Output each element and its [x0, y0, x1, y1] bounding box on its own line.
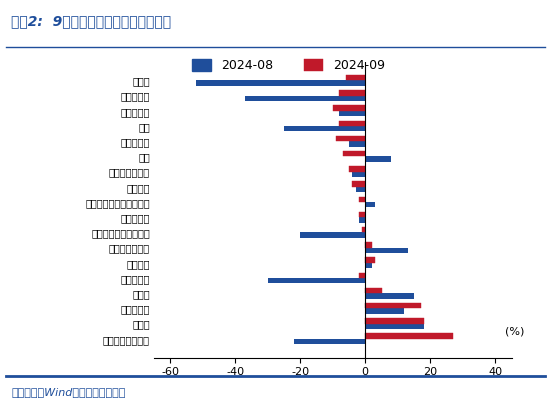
Bar — [355, 187, 365, 192]
Bar — [284, 126, 365, 132]
Bar — [365, 202, 375, 207]
Bar — [365, 247, 408, 253]
Bar — [359, 272, 365, 278]
Bar — [365, 263, 372, 268]
Bar — [365, 157, 391, 162]
Bar — [362, 227, 365, 232]
Bar — [365, 242, 372, 247]
Bar — [339, 121, 365, 126]
Bar — [365, 308, 404, 314]
Bar — [365, 303, 421, 308]
Bar — [365, 288, 382, 293]
Bar — [365, 293, 414, 298]
Bar — [300, 232, 365, 238]
Bar — [339, 111, 365, 116]
Bar — [352, 182, 365, 187]
Bar — [196, 81, 365, 86]
Bar — [352, 172, 365, 177]
Bar — [333, 106, 365, 111]
Bar — [365, 333, 453, 339]
Bar — [343, 151, 365, 157]
Bar — [365, 257, 375, 263]
Legend: 2024-08, 2024-09: 2024-08, 2024-09 — [192, 59, 385, 72]
Text: 资料来源：Wind，国盛证券研究所: 资料来源：Wind，国盛证券研究所 — [11, 388, 125, 397]
Bar — [365, 323, 424, 329]
Bar — [365, 318, 424, 323]
Bar — [268, 278, 365, 283]
Bar — [359, 217, 365, 222]
Bar — [245, 96, 365, 101]
Bar — [339, 90, 365, 96]
Bar — [359, 197, 365, 202]
Bar — [346, 75, 365, 81]
Bar — [294, 339, 365, 344]
Bar — [349, 166, 365, 172]
Bar — [359, 212, 365, 217]
Text: 图表2:  9月四大税种收入增速表现分化: 图表2: 9月四大税种收入增速表现分化 — [11, 14, 171, 28]
Text: (%): (%) — [505, 326, 524, 336]
Bar — [349, 141, 365, 147]
Bar — [336, 136, 365, 141]
